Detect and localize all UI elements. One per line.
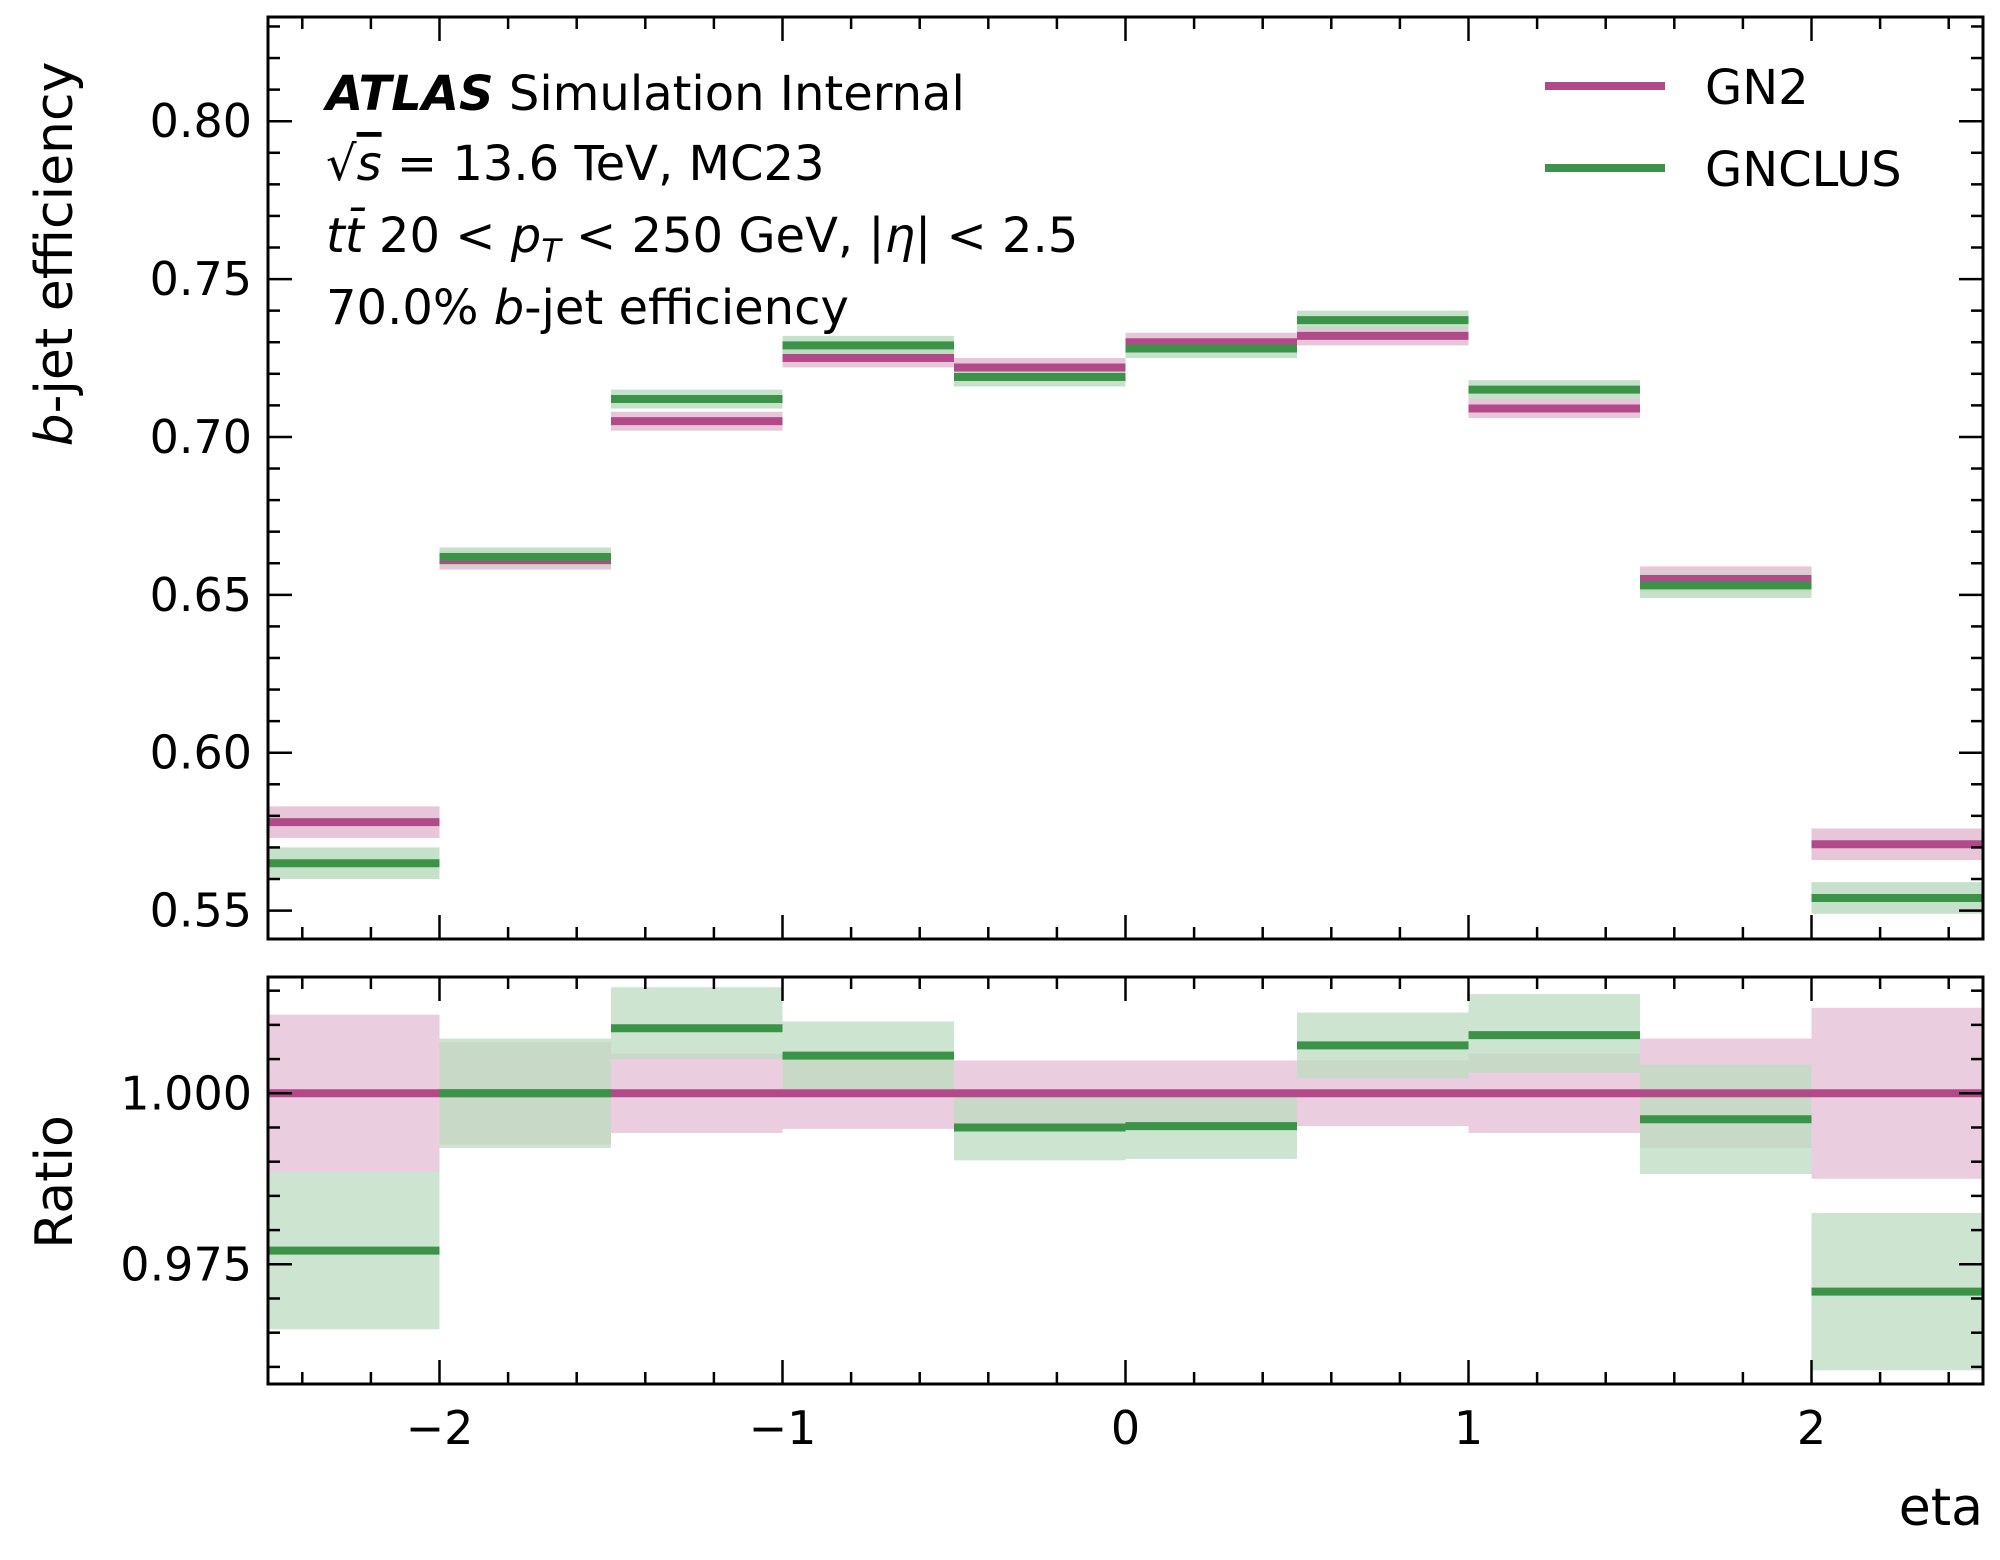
ratio-y-axis-label: Ratio	[25, 1115, 85, 1249]
energy-label: √s = 13.6 TeV, MC23	[326, 136, 825, 192]
ratio-axis-ticks: −2 −1 0 1 2 0.975 1.000	[120, 977, 1983, 1455]
selection-label: tt̄ 20 < pT < 250 GeV, |η| < 2.5	[326, 207, 1078, 270]
experiment-label: ATLAS Simulation Internal	[322, 66, 965, 122]
x-tick-label: 2	[1797, 1401, 1826, 1455]
main-plot-frame	[266, 15, 1985, 941]
y-tick-label: 0.65	[150, 568, 252, 622]
legend: GN2 GNCLUS	[1545, 60, 1902, 198]
main-axis-ticks: 0.55 0.60 0.65 0.70 0.75 0.80	[150, 17, 1983, 939]
legend-label-gn2: GN2	[1705, 60, 1809, 116]
working-point-label: 70.0% b-jet efficiency	[326, 280, 849, 336]
ratio-plot-frame	[266, 975, 1985, 1386]
y-tick-label: 0.80	[150, 94, 252, 148]
main-y-axis-label: b-jet efficiency	[25, 62, 85, 447]
ratio-band-gnclus-bin-2	[611, 987, 783, 1060]
legend-label-gnclus: GNCLUS	[1705, 142, 1902, 198]
y-tick-label: 0.70	[150, 410, 252, 464]
x-tick-label: −2	[406, 1401, 474, 1455]
x-tick-label: −1	[749, 1401, 817, 1455]
ratio-series-lines	[268, 1024, 1983, 1296]
x-tick-label: 0	[1111, 1401, 1140, 1455]
y-tick-label: 0.60	[150, 726, 252, 780]
y-tick-label: 0.975	[120, 1237, 252, 1291]
x-tick-label: 1	[1454, 1401, 1483, 1455]
x-axis-label: eta	[1899, 1478, 1983, 1538]
ratio-error-bands	[268, 987, 1983, 1371]
annotation-block: ATLAS Simulation Internal √s = 13.6 TeV,…	[322, 66, 1078, 336]
main-series-lines	[268, 316, 1983, 902]
y-tick-label: 0.55	[150, 884, 252, 938]
y-tick-label: 0.75	[150, 252, 252, 306]
y-tick-label: 1.000	[120, 1066, 252, 1120]
main-error-bands	[268, 310, 1983, 914]
